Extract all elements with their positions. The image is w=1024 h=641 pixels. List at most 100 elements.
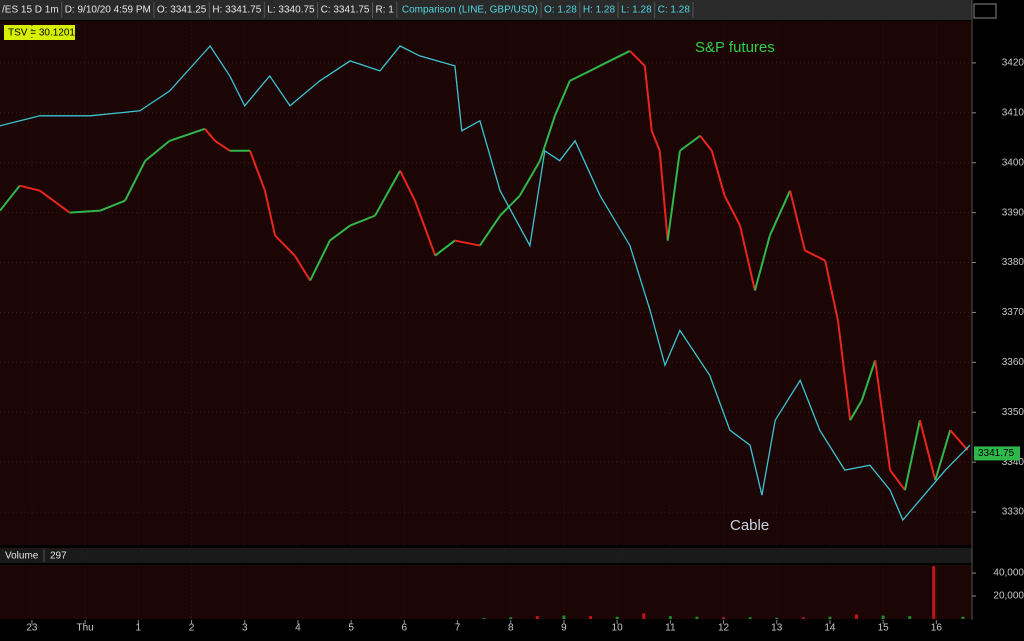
header-field: H: 3341.75	[212, 5, 261, 16]
line-series	[0, 44, 971, 522]
price-marker-label: 3341.75	[978, 448, 1015, 459]
line-segment	[124, 160, 147, 202]
line-segment	[679, 134, 701, 152]
header-field: H: 1.28	[583, 5, 616, 16]
volume-bar	[855, 614, 859, 619]
volume-bar	[642, 613, 646, 619]
line-segment	[169, 127, 206, 142]
volume-bar	[881, 615, 885, 619]
volume-pane	[0, 565, 972, 619]
volume-bar	[722, 617, 726, 619]
study-badge	[4, 25, 75, 40]
line-segment	[629, 50, 646, 67]
header-bar	[0, 0, 972, 20]
line-segment	[789, 190, 806, 251]
volume-bar	[828, 616, 832, 619]
annotation: Cable	[730, 517, 769, 534]
y-tick-label: 3410	[1002, 107, 1024, 118]
x-tick-label: 10	[612, 623, 624, 634]
volume-bar	[535, 616, 539, 619]
volume-bar	[695, 616, 699, 619]
x-tick-label: 6	[402, 623, 408, 634]
x-tick-label: 13	[771, 623, 783, 634]
header-field: C: 3341.75	[321, 5, 370, 16]
volume-bar	[748, 617, 752, 619]
volume-bar	[668, 616, 672, 619]
line-segment	[204, 128, 216, 142]
line-segment	[553, 80, 571, 117]
x-tick-label: 12	[718, 623, 730, 634]
line-segment	[479, 215, 501, 247]
line-segment	[739, 225, 756, 291]
header-field: Comparison (LINE, GBP/USD)	[402, 5, 538, 16]
line-segment	[650, 130, 661, 152]
volume-bar	[961, 616, 965, 619]
x-tick-label: 15	[878, 623, 890, 634]
line-segment	[69, 209, 101, 214]
volume-bar	[615, 616, 619, 619]
line-segment	[804, 249, 826, 262]
header-field: O: 3341.25	[157, 5, 207, 16]
x-tick-label: 9	[561, 623, 567, 634]
line-segment	[39, 189, 71, 214]
line-segment	[309, 240, 331, 281]
line-segment	[99, 199, 126, 212]
line-segment	[414, 200, 437, 256]
line-segment	[518, 160, 541, 197]
y-tick-label: 3420	[1002, 58, 1024, 69]
line-segment	[263, 190, 277, 236]
y-tick-label: 3400	[1002, 157, 1024, 168]
header-field: L: 3340.75	[267, 5, 315, 16]
line-segment	[768, 190, 791, 237]
line-segment	[824, 260, 839, 321]
volume-value: 297	[50, 551, 67, 562]
price-pane	[0, 21, 972, 545]
header-field: C: 1.28	[658, 5, 691, 16]
header-field: L: 1.28	[621, 5, 652, 16]
line-segment	[609, 50, 631, 62]
y-tick-label: 3330	[1002, 507, 1024, 518]
line-segment	[454, 239, 481, 247]
x-tick-label: 16	[931, 623, 943, 634]
header-field: O: 1.28	[544, 5, 577, 16]
x-tick-label: 3	[242, 623, 248, 634]
x-tick-label: 11	[665, 623, 676, 634]
y-tick-label: 3390	[1002, 207, 1024, 218]
line-segment	[19, 184, 41, 192]
y-tick-label: 40,000	[993, 568, 1024, 579]
y-tick-label: 3380	[1002, 257, 1024, 268]
line-segment	[699, 135, 713, 152]
line-segment	[399, 170, 416, 202]
line-segment	[949, 429, 969, 451]
line-segment	[349, 214, 376, 227]
x-tick-label: 1	[136, 623, 142, 634]
x-tick-label: 7	[455, 623, 461, 634]
x-tick-label: 4	[295, 623, 301, 634]
volume-bar	[482, 618, 486, 619]
line-segment	[0, 185, 21, 212]
line-segment	[293, 255, 312, 282]
header-field: /ES 15 D 1m	[2, 5, 59, 16]
line-segment	[666, 150, 681, 241]
line-segment	[836, 320, 852, 421]
line-segment	[849, 399, 863, 421]
volume-bar	[775, 617, 779, 619]
line-segment	[710, 150, 726, 196]
line-segment	[274, 234, 296, 257]
line-segment	[903, 420, 921, 491]
line-segment	[374, 170, 401, 217]
line-segment	[643, 65, 653, 131]
volume-title: Volume	[5, 551, 39, 562]
x-tick-label: 14	[824, 623, 836, 634]
line-segment	[569, 70, 591, 82]
icon[interactable]	[973, 3, 997, 19]
x-tick-label: 23	[26, 623, 38, 634]
y-tick-label: 3340	[1002, 457, 1024, 468]
annotation: S&P futures	[695, 39, 775, 56]
volume-bar	[932, 566, 936, 619]
study-label: TSV = 30.1201	[8, 28, 75, 39]
y-tick-label: 3360	[1002, 357, 1024, 368]
y-tick-label: 3370	[1002, 307, 1024, 318]
